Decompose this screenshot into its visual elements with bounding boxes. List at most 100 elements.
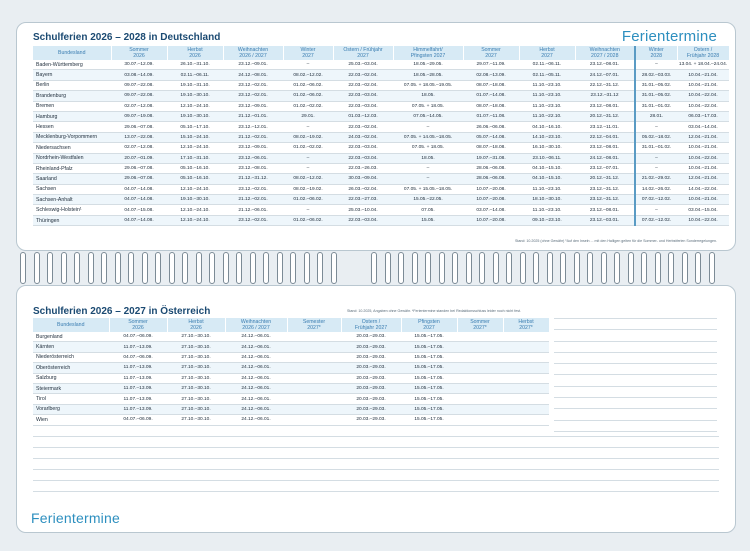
column-header: Herbst 2026 (167, 46, 224, 60)
binding-ring (452, 252, 458, 284)
holiday-dates: 09.07.–19.08. (111, 111, 167, 123)
table-row: Kärnten 11.07.–13.09. 27.10.–30.10. 24.12.–… (33, 341, 549, 353)
holiday-dates: – (393, 163, 463, 175)
holiday-dates (503, 414, 549, 426)
binding-ring (519, 252, 526, 284)
table-row: Niederösterreich 04.07.–06.09. 27.10.–30.1… (33, 352, 549, 364)
state-name: Baden-Württemberg (33, 60, 111, 71)
binding-ring (506, 252, 512, 284)
holiday-dates: 29.06.–07.08. (111, 173, 167, 185)
holiday-dates (287, 393, 341, 405)
holiday-dates: 08.07.–18.08. (463, 101, 519, 112)
holiday-dates (457, 414, 503, 426)
holiday-dates: 15.05.–17.05. (401, 393, 457, 405)
holiday-dates: 23.12.–03.01. (575, 215, 635, 227)
binding-ring (614, 252, 620, 284)
holiday-dates (457, 404, 503, 416)
holiday-dates: 22.03.–03.04. (333, 153, 393, 164)
note-line (554, 318, 717, 319)
table-row: Nordrhein-Westfalen 20.07.–01.09. 17.10.–3… (33, 153, 729, 164)
binding-ring (573, 252, 580, 284)
holiday-dates: 04.07.–14.08. (111, 184, 167, 196)
holiday-dates: 08.02.–19.02. (283, 132, 333, 144)
column-header: Pfingsten 2027 (401, 318, 458, 332)
holiday-dates: 19.10.–30.10. (167, 194, 223, 206)
note-line (33, 469, 719, 470)
holiday-dates: 15.05.–17.05. (401, 332, 457, 343)
binding-ring (290, 252, 296, 284)
holiday-dates (503, 332, 549, 343)
holiday-dates: – (634, 163, 677, 175)
holiday-dates: 31.01.–01.02. (634, 142, 677, 154)
holiday-dates: 22.03.–27.03. (333, 194, 393, 206)
holiday-dates: 15.05.–17.05. (401, 362, 457, 374)
holiday-dates: 27.10.–30.10. (167, 414, 225, 426)
holiday-dates: 20.03.–29.03. (341, 341, 401, 353)
column-header: Semester 2027* (287, 318, 342, 332)
column-header: Weihnachten 2027 / 2028 (575, 46, 636, 60)
binding-ring (600, 252, 607, 284)
binding-ring (276, 252, 283, 284)
state-name: Wien (33, 414, 109, 426)
holiday-dates: 24.12.–06.01. (225, 383, 287, 395)
holiday-dates: 03.07.–14.08. (463, 204, 519, 216)
germany-header-row: Bundesland Sommer 2026 Herbst 2026 Weihnach… (33, 46, 730, 60)
binding-ring (155, 252, 161, 284)
table-row: Rheinland-Pfalz 29.06.–07.08. 05.10.–16.10… (33, 163, 729, 175)
holiday-dates: 15.05.–17.05. (401, 373, 457, 384)
holiday-dates: 18.10.–30.10. (519, 194, 575, 206)
holiday-dates: 10.04.–22.04. (677, 101, 729, 112)
holiday-dates: – (283, 153, 333, 164)
holiday-dates: 30.03.–09.04. (333, 173, 393, 185)
holiday-dates: – (634, 60, 677, 71)
binding-ring (317, 252, 323, 284)
holiday-dates: 31.01.–01.02. (634, 101, 677, 112)
holiday-dates: 23.12.–12.01. (223, 121, 283, 133)
brand-bottom: Ferientermine (31, 510, 120, 526)
spiral-binding (20, 249, 732, 285)
holiday-dates: 10.04.–21.04. (677, 80, 729, 92)
holiday-dates: 12.10.–24.10. (167, 215, 223, 227)
austria-footnote: Stand: 10.2025, Angaben ohne Gewähr. *Fe… (347, 309, 522, 313)
table-row: Salzburg 11.07.–13.09. 27.10.–30.10. 24.12.… (33, 373, 549, 384)
holiday-dates: 23.12.–09.01. (223, 60, 283, 71)
holiday-dates (287, 383, 341, 395)
holiday-dates: 19.07.–31.08. (463, 153, 519, 164)
binding-ring (546, 252, 553, 284)
state-name: Bayern (33, 69, 111, 81)
holiday-dates: 21.12.–02.01. (223, 132, 283, 144)
holiday-dates: 03.08.–14.09. (111, 69, 167, 81)
holiday-dates: 21.12.–06.01. (223, 204, 283, 216)
holiday-dates: 05.07.–14.08. (463, 132, 519, 144)
holiday-dates: 24.12.–06.01. (225, 332, 287, 343)
binding-ring (425, 252, 431, 284)
holiday-dates: 20.07.–01.09. (111, 153, 167, 164)
state-name: Saarland (33, 173, 111, 185)
holiday-dates: 11.10.–23.10. (519, 184, 575, 196)
state-name: Niederösterreich (33, 352, 109, 364)
holiday-dates: 04.07.–06.09. (109, 332, 167, 343)
binding-ring (236, 252, 242, 284)
state-name: Vorarlberg (33, 404, 109, 416)
holiday-dates: 01.07.–14.08. (463, 90, 519, 102)
table-row: Baden-Württemberg 30.07.–12.09. 26.10.–31.… (33, 60, 729, 71)
holiday-dates (457, 332, 503, 343)
holiday-dates: 01.02.–06.02. (283, 80, 333, 92)
holiday-dates: 23.12.–06.01. (223, 153, 283, 164)
holiday-dates: 07.05. + 18.05. (393, 101, 463, 112)
holiday-dates: 18.05.–29.05. (393, 60, 463, 71)
holiday-dates (503, 373, 549, 384)
holiday-dates: 28.02.–03.03. (634, 69, 677, 81)
holiday-dates (457, 362, 503, 374)
holiday-dates: 04.07.–14.08. (111, 194, 167, 206)
holiday-dates: 31.01.–05.02. (634, 80, 677, 92)
note-line (33, 491, 719, 492)
holiday-dates: 18.05. (393, 153, 463, 164)
note-line (33, 480, 719, 481)
holiday-dates: 11.10.–23.10. (519, 90, 575, 102)
holiday-dates: 23.12.–08.01. (575, 142, 635, 154)
holiday-dates: 20.03.–29.03. (341, 404, 401, 416)
holiday-dates: 13.07.–22.08. (111, 132, 167, 144)
binding-ring (263, 252, 269, 284)
holiday-dates: 22.03.–03.04. (333, 215, 393, 227)
